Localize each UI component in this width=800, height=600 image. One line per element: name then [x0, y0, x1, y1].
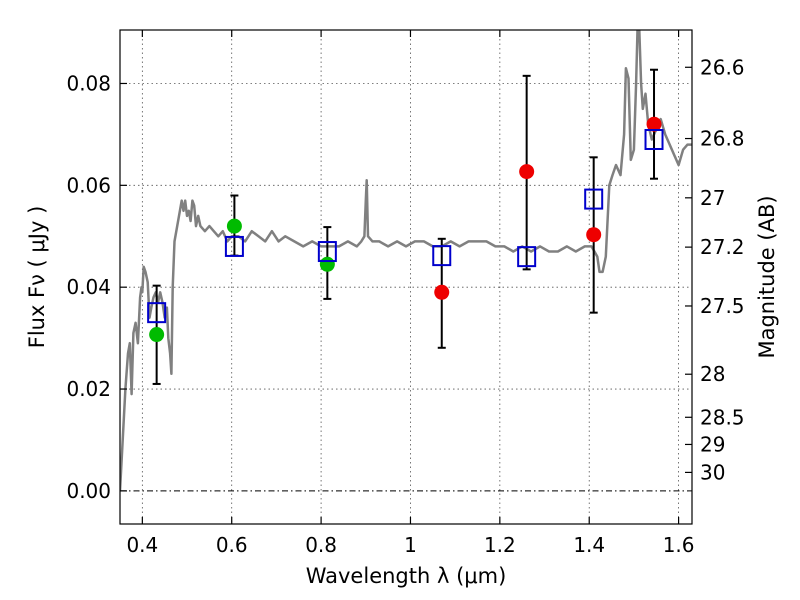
- red-data-point: [586, 227, 602, 243]
- x-tick-label: 0.8: [305, 533, 337, 557]
- green-data-point: [226, 218, 242, 234]
- right-axis-title: Magnitude (AB): [755, 195, 779, 358]
- y-tick-label: 0.06: [66, 173, 111, 197]
- right-tick-label: 27.2: [700, 235, 745, 259]
- x-tick-label: 1: [404, 533, 417, 557]
- y-axis-title: Flux Fν ( μJy ): [25, 206, 49, 349]
- right-tick-label: 27.5: [700, 294, 745, 318]
- right-tick-label: 28: [700, 362, 725, 386]
- data-markers: [147, 116, 664, 343]
- red-data-point: [646, 116, 662, 132]
- model-band-square: [432, 245, 452, 267]
- x-tick-label: 0.4: [126, 533, 158, 557]
- x-tick-label: 1.2: [484, 533, 516, 557]
- x-tick-label: 0.6: [216, 533, 248, 557]
- model-band-square: [644, 128, 664, 150]
- model-band-square: [224, 235, 244, 257]
- right-tick-label: 27: [700, 186, 725, 210]
- ticks: 0.4 0.6 0.8 1 1.2 1.4 1.6 0.00 0.02 0.04 0.06 0.08 2…: [66, 30, 745, 557]
- right-tick-label: 26.6: [700, 55, 745, 79]
- x-tick-label: 1.6: [663, 533, 695, 557]
- y-tick-label: 0.00: [66, 479, 111, 503]
- x-tick-label: 1.4: [573, 533, 605, 557]
- right-tick-label: 29: [700, 432, 725, 456]
- model-band-square: [147, 302, 167, 324]
- x-axis-title: Wavelength λ (μm): [306, 564, 507, 588]
- green-data-point: [149, 327, 165, 343]
- right-tick-label: 30: [700, 460, 725, 484]
- red-data-point: [434, 284, 450, 300]
- y-tick-label: 0.02: [66, 377, 111, 401]
- y-tick-label: 0.08: [66, 71, 111, 95]
- y-tick-label: 0.04: [66, 275, 111, 299]
- red-data-point: [519, 164, 535, 180]
- model-spectrum-line: [120, 30, 692, 491]
- model-band-square: [517, 246, 537, 268]
- plot-frame: [119, 29, 693, 525]
- model-band-square: [584, 188, 604, 210]
- right-tick-label: 26.8: [700, 127, 745, 151]
- right-tick-label: 28.5: [700, 405, 745, 429]
- green-data-point: [319, 256, 335, 272]
- model-band-square: [317, 241, 337, 263]
